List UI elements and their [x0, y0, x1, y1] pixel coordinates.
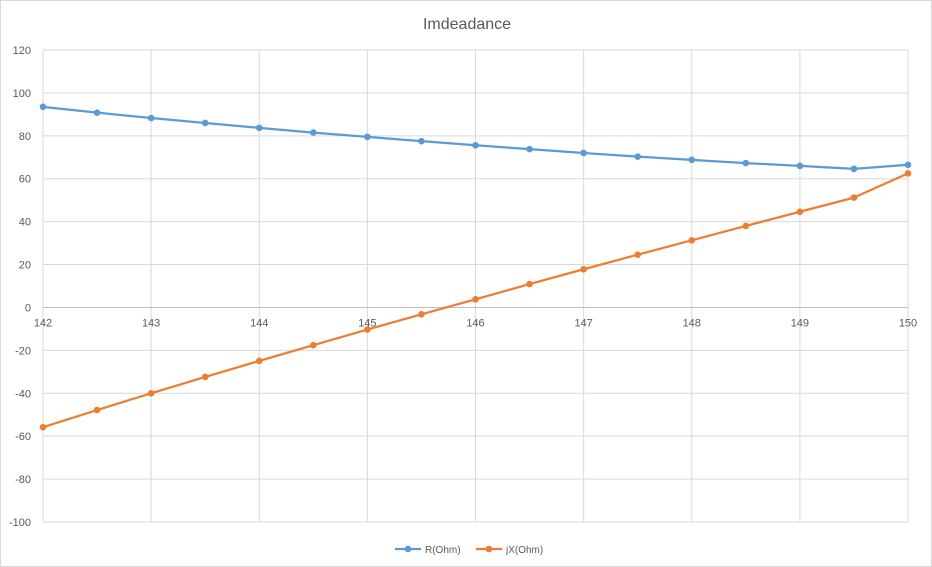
- data-point: [742, 222, 750, 230]
- legend-marker-2: [485, 545, 493, 553]
- axes: -100 -80 -60 -40 -20 0 20 40 60 80 100 120 142 143 144…: [9, 45, 917, 529]
- data-point: [93, 109, 101, 116]
- data-point: [634, 251, 641, 258]
- data-point: [255, 124, 263, 132]
- y-tick-label: -60: [15, 431, 31, 443]
- chart-title: Imdeadance: [423, 16, 511, 33]
- data-point: [147, 114, 155, 122]
- data-point: [688, 156, 696, 164]
- data-point: [580, 149, 587, 157]
- x-tick-label: 150: [899, 317, 917, 329]
- data-point: [39, 103, 47, 111]
- data-point: [147, 389, 155, 397]
- x-tick-label: 142: [34, 317, 52, 329]
- x-tick-label: 147: [574, 317, 592, 329]
- y-tick-label: 20: [19, 260, 31, 272]
- data-point: [93, 406, 101, 414]
- data-point: [526, 280, 533, 288]
- data-point: [364, 326, 371, 333]
- data-point: [39, 423, 47, 431]
- y-tick-label: 100: [13, 88, 31, 100]
- data-point: [364, 133, 371, 141]
- data-point: [472, 141, 479, 149]
- data-point: [742, 159, 750, 167]
- x-tick-label: 148: [683, 317, 701, 329]
- data-point: [688, 237, 696, 244]
- data-point: [526, 145, 533, 153]
- y-tick-label: 0: [25, 302, 31, 314]
- data-point: [634, 153, 641, 160]
- y-tick-label: 60: [19, 174, 31, 186]
- y-tick-label: -80: [15, 474, 31, 486]
- data-point: [201, 373, 209, 381]
- data-point: [310, 129, 317, 136]
- data-point: [904, 161, 912, 169]
- data-point: [310, 341, 317, 349]
- data-point: [850, 165, 858, 173]
- y-tick-label: 40: [19, 217, 31, 229]
- data-point: [796, 208, 804, 216]
- data-point: [418, 137, 425, 145]
- y-tick-label: -100: [9, 517, 31, 529]
- legend-marker-1: [404, 545, 412, 553]
- x-tick-label: 146: [466, 317, 484, 329]
- y-tick-label: -20: [15, 345, 31, 357]
- y-tick-label: 80: [19, 131, 31, 143]
- data-point: [418, 311, 425, 318]
- x-tick-label: 144: [250, 317, 268, 329]
- data-point: [201, 119, 209, 127]
- data-point: [580, 265, 587, 273]
- y-tick-label: -40: [15, 388, 31, 400]
- y-tick-label: 120: [13, 45, 31, 57]
- x-tick-label: 145: [358, 317, 376, 329]
- legend-label-2: jX(Ohm): [505, 545, 543, 556]
- data-point: [904, 170, 912, 177]
- legend: R(Ohm) jX(Ohm): [395, 545, 543, 556]
- series-layer: [39, 103, 912, 431]
- data-point: [472, 296, 479, 303]
- data-point: [796, 162, 804, 170]
- x-tick-label: 149: [791, 317, 809, 329]
- data-point: [255, 357, 263, 365]
- data-point: [850, 194, 858, 201]
- x-tick-label: 143: [142, 317, 160, 329]
- legend-label-1: R(Ohm): [425, 545, 461, 556]
